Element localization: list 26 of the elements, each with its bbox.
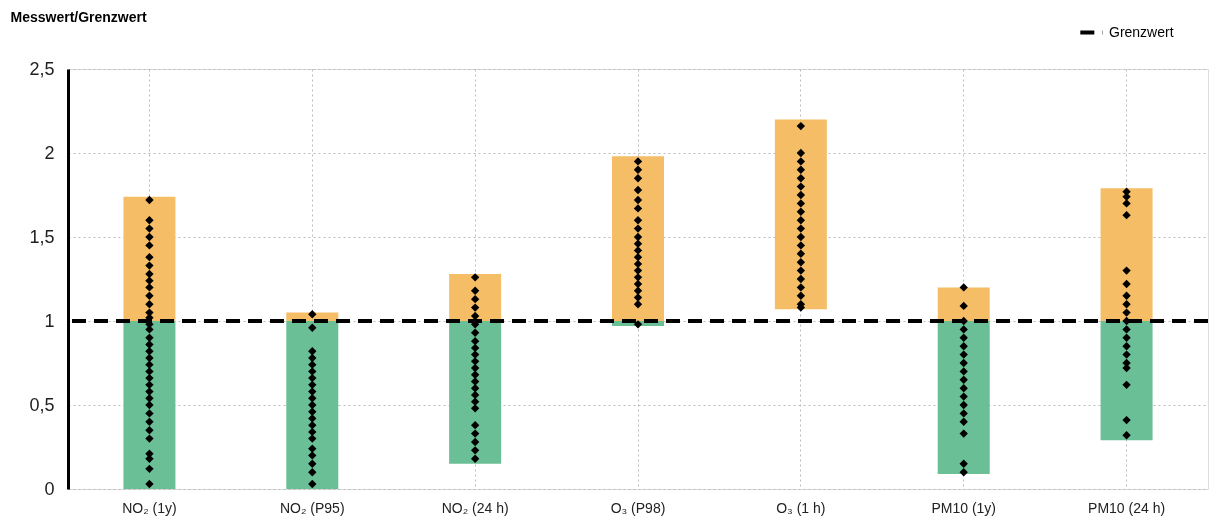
bar [937,321,990,474]
bar [123,196,176,321]
x-tick-label: PM10 (24 h) [1088,499,1166,516]
x-tick-label: PM10 (1y) [931,499,996,516]
x-tick-label: NO₂ (P95) [280,499,345,516]
bar [612,156,664,321]
bar [449,273,502,321]
bar [1100,321,1153,441]
y-tick-label: 0,5 [29,394,55,415]
y-tick-label: 1 [44,310,55,331]
bar [123,321,176,489]
x-tick-label: NO₂ (24 h) [441,499,509,516]
y-tick-label: 2,5 [29,58,55,79]
bar [774,119,827,310]
bar [449,321,502,464]
x-tick-label: O₃ (1 h) [776,499,826,516]
y-tick-label: 1,5 [29,226,55,247]
bar [1100,188,1153,321]
bar [937,287,990,321]
bar [286,321,339,489]
x-tick-label: O₃ (P98) [610,499,666,516]
y-axis-title: Messwert/Grenzwert [10,8,147,25]
x-tick-label: NO₂ (1y) [122,499,177,516]
y-tick-label: 2 [44,142,55,163]
legend-label: Grenzwert [1109,23,1174,40]
y-tick-label: 0 [44,478,55,499]
